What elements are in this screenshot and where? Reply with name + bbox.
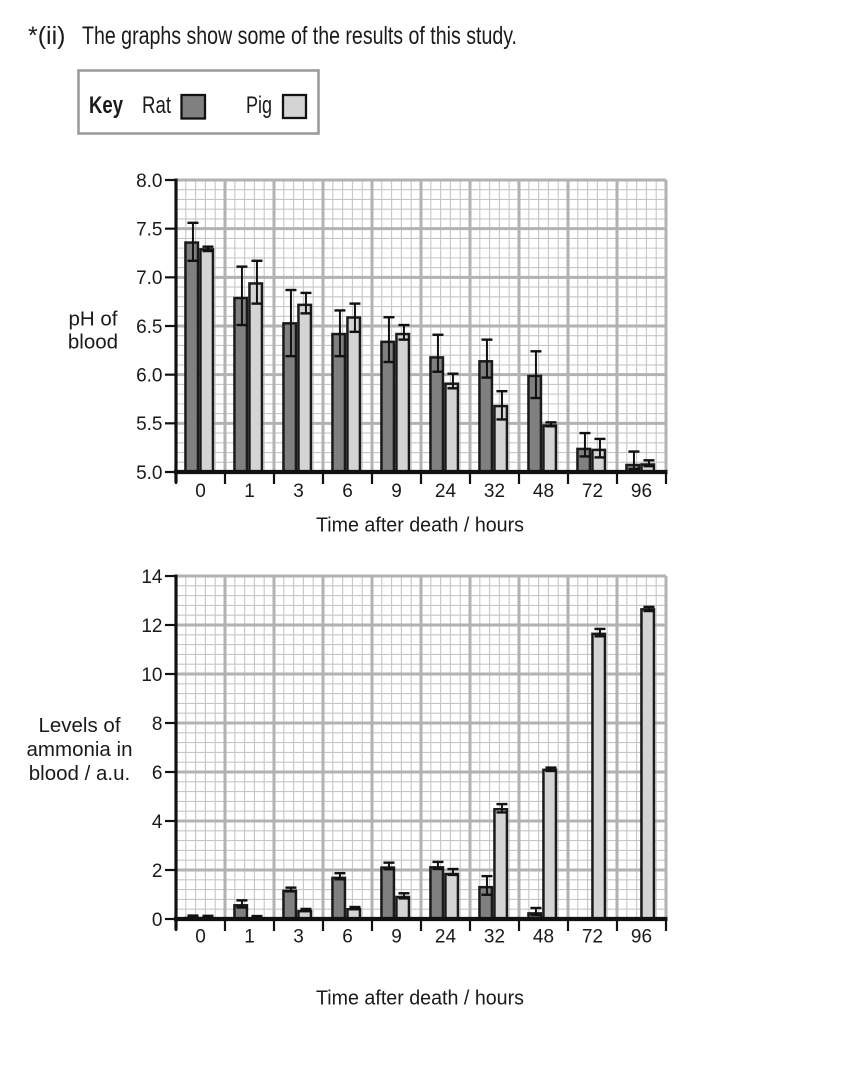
- svg-text:Levels of: Levels of: [38, 714, 120, 737]
- svg-text:1: 1: [244, 927, 255, 948]
- svg-text:3: 3: [293, 927, 304, 948]
- svg-text:ammonia in: ammonia in: [27, 738, 133, 761]
- svg-text:1: 1: [244, 481, 255, 502]
- svg-text:10: 10: [141, 665, 162, 686]
- svg-text:5.0: 5.0: [136, 463, 162, 484]
- svg-text:48: 48: [533, 481, 554, 502]
- svg-text:9: 9: [391, 927, 402, 948]
- svg-text:2: 2: [152, 861, 163, 882]
- svg-text:0: 0: [195, 927, 206, 948]
- svg-text:8: 8: [152, 714, 163, 735]
- svg-text:96: 96: [631, 481, 652, 502]
- svg-text:32: 32: [484, 927, 505, 948]
- svg-text:24: 24: [435, 927, 457, 948]
- svg-text:72: 72: [582, 481, 603, 502]
- svg-text:0: 0: [195, 481, 206, 502]
- svg-text:8.0: 8.0: [136, 171, 162, 192]
- svg-text:0: 0: [152, 910, 163, 931]
- svg-text:The graphs show some of the re: The graphs show some of the results of t…: [82, 22, 517, 50]
- svg-text:pH of: pH of: [69, 308, 118, 331]
- svg-text:blood: blood: [68, 331, 118, 354]
- svg-text:32: 32: [484, 481, 505, 502]
- svg-text:24: 24: [435, 481, 457, 502]
- svg-text:blood / a.u.: blood / a.u.: [29, 762, 130, 785]
- svg-text:9: 9: [391, 481, 402, 502]
- svg-text:7.5: 7.5: [136, 219, 162, 240]
- svg-text:6: 6: [342, 927, 353, 948]
- svg-text:7.0: 7.0: [136, 268, 162, 289]
- svg-text:6: 6: [342, 481, 353, 502]
- svg-text:3: 3: [293, 481, 304, 502]
- svg-text:14: 14: [141, 567, 163, 588]
- svg-text:4: 4: [152, 812, 163, 833]
- svg-text:72: 72: [582, 927, 603, 948]
- svg-text:5.5: 5.5: [136, 414, 162, 435]
- svg-text:Key: Key: [89, 92, 124, 119]
- svg-text:6.0: 6.0: [136, 365, 162, 386]
- svg-text:12: 12: [141, 616, 162, 637]
- svg-text:48: 48: [533, 927, 554, 948]
- svg-text:6.5: 6.5: [136, 317, 162, 338]
- svg-text:Time after death / hours: Time after death / hours: [316, 987, 524, 1010]
- svg-text:96: 96: [631, 927, 652, 948]
- svg-text:Time after death / hours: Time after death / hours: [316, 514, 524, 537]
- svg-text:Rat: Rat: [142, 92, 171, 119]
- svg-text:*(ii): *(ii): [28, 22, 66, 50]
- svg-text:Pig: Pig: [246, 92, 272, 119]
- svg-text:6: 6: [152, 763, 163, 784]
